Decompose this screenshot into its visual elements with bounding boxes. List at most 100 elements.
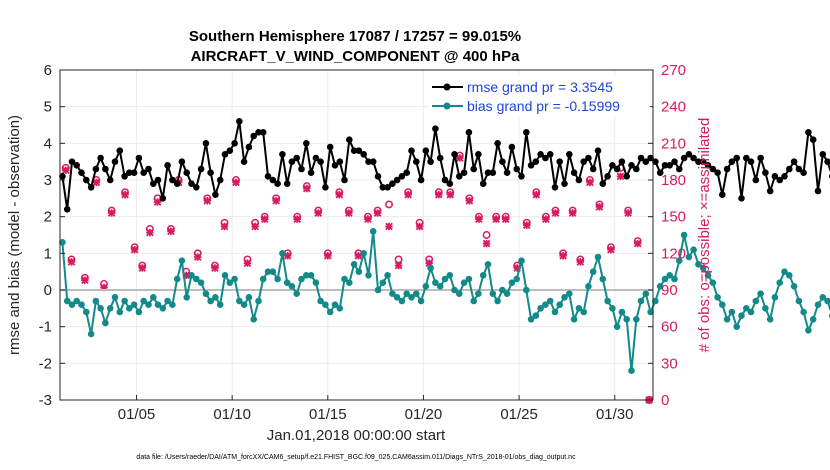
rmse-point xyxy=(240,158,248,165)
obs-assimilated-marker xyxy=(576,258,585,266)
bias-point xyxy=(154,301,162,309)
obs-assimilated-marker xyxy=(492,215,500,223)
bias-point xyxy=(365,272,372,279)
rmse-point xyxy=(757,154,764,162)
bias-point xyxy=(398,297,406,305)
rmse-point xyxy=(135,154,143,162)
bias-point xyxy=(513,275,520,283)
bias-point xyxy=(762,305,769,312)
rmse-point xyxy=(575,176,583,184)
rmse-point xyxy=(786,165,793,173)
x-tick-label: 01/30 xyxy=(596,406,634,423)
rmse-point xyxy=(193,184,200,191)
bias-point xyxy=(197,279,205,287)
rmse-point xyxy=(766,187,774,195)
rmse-point xyxy=(178,158,186,165)
bias-point xyxy=(733,323,740,331)
y-tick-label: -3 xyxy=(39,392,52,409)
obs-assimilated-marker xyxy=(568,209,577,217)
x-tick-label: 01/20 xyxy=(405,406,443,423)
rmse-point xyxy=(283,180,291,187)
rmse-point xyxy=(566,151,573,158)
bias-point xyxy=(403,290,411,298)
rmse-point xyxy=(523,129,530,136)
bias-point xyxy=(293,290,301,298)
bias-point xyxy=(709,279,717,287)
bias-point xyxy=(326,308,334,316)
bias-point xyxy=(738,312,745,320)
obs-assimilated-marker xyxy=(167,227,175,236)
bias-point xyxy=(699,264,707,272)
bias-point xyxy=(111,294,119,301)
bias-point xyxy=(422,283,430,290)
rmse-point xyxy=(360,151,368,158)
rmse-point xyxy=(460,169,468,176)
bias-point xyxy=(145,301,152,309)
rmse-point xyxy=(776,176,783,184)
rmse-point xyxy=(661,162,669,169)
rmse-point xyxy=(747,158,755,165)
rmse-point xyxy=(269,176,277,184)
rmse-point xyxy=(92,165,100,173)
y2-tick-label: 150 xyxy=(661,209,686,226)
rmse-point xyxy=(580,158,587,165)
bias-point xyxy=(637,297,645,305)
bias-point xyxy=(456,290,463,298)
legend-bias-marker xyxy=(443,102,451,110)
bias-point xyxy=(680,231,688,239)
bias-point xyxy=(331,301,339,309)
rmse-point xyxy=(413,158,420,165)
bias-point xyxy=(384,272,391,279)
bias-point xyxy=(432,279,439,287)
bias-point xyxy=(159,305,167,312)
bias-point xyxy=(221,272,229,279)
y2-axis-label: # of obs: o=possible; ×=assimilated xyxy=(696,118,713,353)
rmse-point xyxy=(365,158,372,165)
bias-point xyxy=(283,279,291,287)
obs-assimilated-marker xyxy=(260,215,269,223)
bias-point xyxy=(766,316,774,323)
bias-point xyxy=(379,279,387,287)
bias-point xyxy=(609,305,616,312)
rmse-point xyxy=(288,158,296,165)
rmse-point xyxy=(814,187,822,195)
bias-point xyxy=(575,305,583,312)
rmse-point xyxy=(312,154,320,162)
rmse-point xyxy=(150,180,157,187)
axis-ticks: -3-2-10123456030609012015018021024027001… xyxy=(39,62,686,423)
y-axis-label: rmse and bias (model - observation) xyxy=(6,115,23,355)
obs-assimilated-marker xyxy=(130,245,139,254)
obs-assimilated-marker xyxy=(455,154,464,162)
rmse-point xyxy=(78,169,85,176)
rmse-point xyxy=(723,165,731,173)
rmse-point xyxy=(743,154,750,162)
bias-point xyxy=(613,323,621,331)
bias-point xyxy=(676,257,683,265)
bias-point xyxy=(322,301,329,309)
bias-point xyxy=(78,301,85,309)
bias-point xyxy=(494,297,501,305)
rmse-point xyxy=(293,154,301,162)
rmse-point xyxy=(685,151,693,158)
rmse-point xyxy=(83,176,90,184)
bias-point xyxy=(150,294,157,301)
bias-point xyxy=(236,297,243,305)
y2-tick-label: 240 xyxy=(661,99,686,116)
rmse-point xyxy=(709,165,717,173)
rmse-point xyxy=(642,158,650,165)
y2-tick-label: 60 xyxy=(661,319,678,336)
x-tick-label: 01/05 xyxy=(118,406,156,423)
rmse-point xyxy=(274,180,281,187)
bias-point xyxy=(178,257,186,265)
rmse-point xyxy=(805,129,812,136)
bias-point xyxy=(542,301,549,309)
rmse-point xyxy=(422,147,430,154)
y-tick-label: 4 xyxy=(44,135,52,152)
rmse-point xyxy=(752,176,760,184)
bias-point xyxy=(202,290,210,298)
rmse-point xyxy=(470,165,478,173)
obs-assimilated-marker xyxy=(522,221,531,230)
bias-point xyxy=(441,275,449,283)
rmse-point xyxy=(695,158,702,165)
rmse-point xyxy=(599,180,607,187)
